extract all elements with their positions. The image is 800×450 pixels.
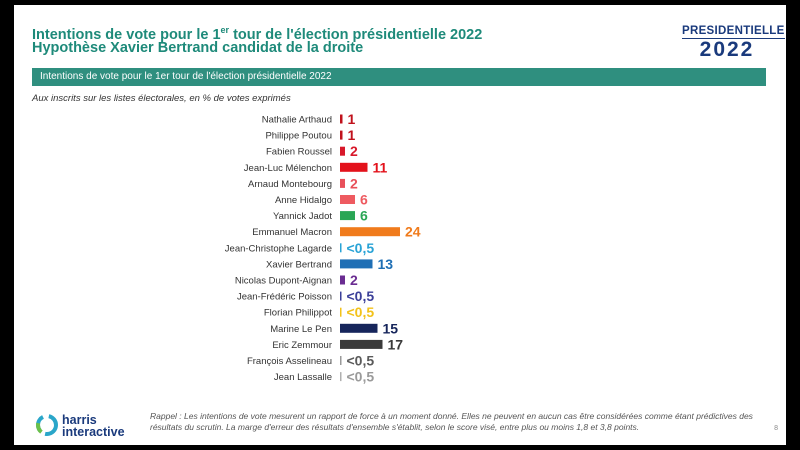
value-label: <0,5: [347, 288, 375, 304]
presidentielle-logo: PRESIDENTIELLE 2022: [682, 21, 785, 61]
value-label: <0,5: [347, 240, 375, 256]
harris-brand-text: harris interactive: [62, 413, 125, 439]
value-label: 6: [360, 208, 368, 224]
value-label: 1: [348, 127, 356, 143]
bar: [340, 195, 355, 204]
bar: [340, 146, 345, 156]
title-superscript: er: [220, 25, 230, 35]
value-label: 15: [383, 320, 399, 336]
value-label: <0,5: [347, 369, 375, 385]
value-label: 2: [350, 272, 358, 288]
category-label: Jean-Luc Mélenchon: [244, 163, 332, 174]
category-label: Anne Hidalgo: [275, 195, 332, 206]
category-label: Emmanuel Macron: [252, 227, 332, 238]
bar: [340, 162, 368, 172]
bar-chart: Nathalie Arthaud 1 Philippe Poutou 1 Fabien …: [225, 111, 421, 385]
category-label: Jean-Christophe Lagarde: [225, 243, 332, 254]
category-label: Florian Philippot: [264, 308, 332, 319]
harris-interactive-logo: harris interactive: [34, 410, 144, 440]
brand-line2: interactive: [62, 425, 125, 439]
title-part-b: tour de l'élection présidentielle 2022: [229, 26, 483, 43]
harris-ring-icon: [36, 414, 58, 436]
value-label: 11: [373, 159, 388, 175]
category-label: Nathalie Arthaud: [262, 115, 332, 126]
category-label: François Asselineau: [247, 356, 332, 367]
value-label: 17: [388, 336, 404, 352]
value-label: 6: [360, 192, 368, 208]
slide: Intentions de vote pour le 1er tour de l…: [14, 5, 786, 445]
bar: [340, 372, 342, 382]
title-part-a: Intentions de vote pour le 1: [32, 26, 221, 43]
bar: [340, 243, 342, 253]
bar: [340, 323, 378, 333]
bar: [340, 211, 355, 221]
bar: [340, 130, 343, 140]
category-label: Arnaud Montebourg: [248, 179, 332, 190]
value-label: <0,5: [347, 353, 375, 369]
chart-note: Aux inscrits sur les listes électorales,…: [32, 93, 291, 104]
bar: [340, 178, 345, 188]
bar: [340, 339, 383, 349]
page-number: 8: [774, 425, 778, 432]
page-title: Intentions de vote pour le 1er tour de l…: [32, 21, 482, 44]
category-label: Nicolas Dupont-Aignan: [235, 276, 332, 287]
category-label: Jean-Frédéric Poisson: [237, 292, 332, 303]
page-subtitle: Hypothèse Xavier Bertrand candidat de la…: [32, 40, 364, 56]
value-label: <0,5: [347, 304, 375, 320]
logo-year: 2022: [699, 38, 755, 61]
bar: [340, 259, 373, 269]
chart-title-band: Intentions de vote pour le 1er tour de l…: [32, 68, 766, 86]
category-label: Marine Le Pen: [270, 324, 332, 335]
bar: [340, 291, 342, 301]
category-label: Yannick Jadot: [273, 211, 332, 222]
bar: [340, 307, 342, 317]
category-label: Xavier Bertrand: [266, 259, 332, 270]
footer-note: Rappel : Les intentions de vote mesurent…: [150, 411, 753, 432]
category-label: Eric Zemmour: [272, 340, 332, 351]
value-label: 2: [350, 143, 358, 159]
bar: [340, 356, 342, 365]
category-label: Philippe Poutou: [265, 131, 332, 142]
value-label: 1: [348, 111, 356, 127]
category-label: Fabien Roussel: [266, 147, 332, 158]
value-label: 13: [378, 256, 394, 272]
brand-line1: harris: [62, 413, 97, 427]
bar: [340, 275, 345, 285]
category-label: Jean Lassalle: [274, 372, 332, 383]
bar: [340, 114, 343, 124]
value-label: 24: [405, 224, 421, 240]
bar: [340, 227, 400, 237]
logo-top-text: PRESIDENTIELLE: [682, 25, 785, 39]
value-label: 2: [350, 175, 358, 191]
